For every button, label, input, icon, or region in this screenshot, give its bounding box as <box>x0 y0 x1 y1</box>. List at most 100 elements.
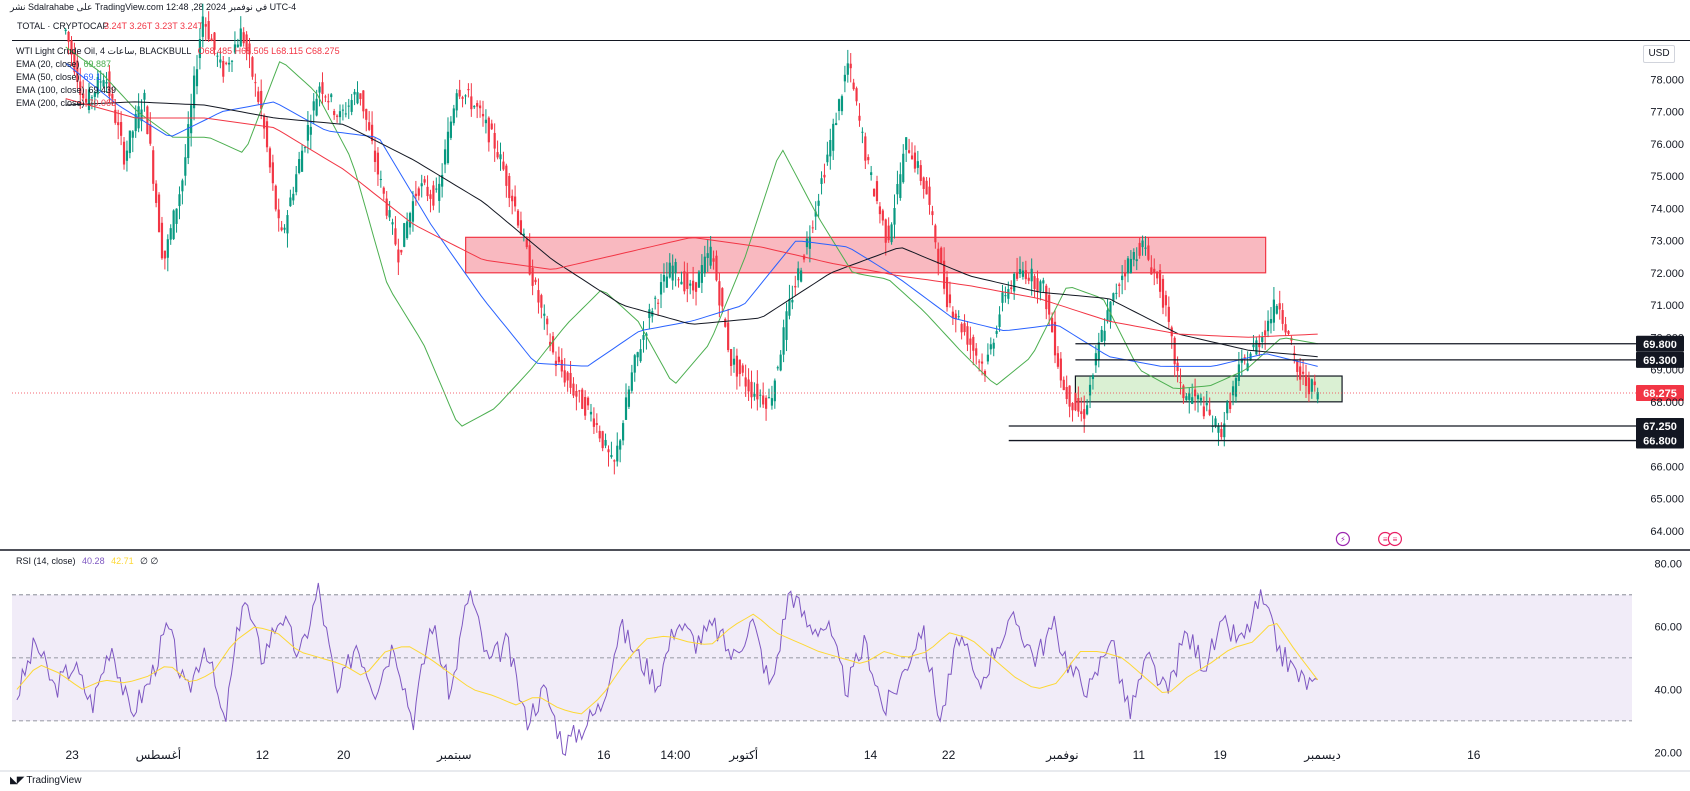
candle-body <box>1097 342 1100 360</box>
tradingview-logo[interactable]: ◣◤ TradingView <box>10 775 81 786</box>
candle-body <box>919 165 922 181</box>
candle-body <box>852 82 855 90</box>
candle-body <box>829 140 832 157</box>
candle-body <box>420 183 423 187</box>
time-tick: 22 <box>942 748 956 762</box>
event-glyph: ≡ <box>1393 535 1398 544</box>
candle-body <box>1059 358 1062 381</box>
toolbar-divider <box>12 40 1690 41</box>
ema200-legend[interactable]: EMA (200, close) 70.065 <box>16 97 116 110</box>
candle-body <box>1141 240 1144 248</box>
candle-body <box>207 21 210 40</box>
candle-body <box>134 113 137 132</box>
candle-body <box>172 210 175 240</box>
candle-body <box>464 95 467 97</box>
candle-body <box>718 281 721 306</box>
candle-body <box>872 188 876 197</box>
candle-body <box>840 96 844 112</box>
candle-body <box>1112 293 1115 301</box>
candle-body <box>1021 270 1025 277</box>
candle-body <box>82 93 85 99</box>
currency-button[interactable]: USD <box>1643 45 1675 63</box>
zones <box>465 236 1343 403</box>
candle-body <box>1132 252 1135 260</box>
candle-body <box>584 396 587 416</box>
ema50-legend[interactable]: EMA (50, close) 69.1 <box>16 71 101 84</box>
candle-body <box>931 211 934 216</box>
candle-body <box>948 294 952 304</box>
candle-body <box>802 255 806 260</box>
candle-body <box>239 28 242 47</box>
candle-body <box>945 277 949 308</box>
candle-body <box>732 358 736 365</box>
candle-body <box>1018 269 1022 275</box>
total-values: 3.24T 3.26T 3.23T 3.24T <box>104 21 204 31</box>
candle-body <box>642 334 645 340</box>
candle-body <box>163 250 166 259</box>
candle-body <box>347 105 350 107</box>
candle-body <box>747 379 750 392</box>
event-glyph: ⚡ <box>1340 535 1346 544</box>
candle-body <box>586 397 590 406</box>
candle-body <box>318 86 321 93</box>
candle-body <box>700 265 703 283</box>
candle-body <box>727 322 730 351</box>
candle-body <box>1261 336 1264 342</box>
ema100-legend[interactable]: EMA (100, close) 69.439 <box>16 84 116 97</box>
candle-body <box>782 327 785 355</box>
candle-body <box>155 183 158 203</box>
flag-icon[interactable] <box>1387 531 1403 547</box>
candle-body <box>654 297 657 299</box>
candle-body <box>157 194 161 233</box>
candle-body <box>893 208 896 225</box>
candle-body <box>1272 299 1275 323</box>
candle-body <box>131 131 134 138</box>
candle-body <box>855 88 858 102</box>
rsi-extra: ∅ ∅ <box>140 556 159 566</box>
ema-line-2 <box>65 101 1318 358</box>
candle-body <box>1007 289 1010 299</box>
candle-body <box>867 157 870 161</box>
earnings-icon[interactable] <box>1335 531 1350 547</box>
candle-body <box>595 423 598 425</box>
candle-body <box>1231 386 1235 396</box>
ema20-legend[interactable]: EMA (20, close) 69.887 <box>16 58 111 71</box>
candle-body <box>1030 268 1033 282</box>
event-glyph: ≡ <box>1383 535 1388 544</box>
candle-body <box>554 360 558 366</box>
candle-body <box>910 155 914 160</box>
candle-body <box>668 262 671 278</box>
candle-body <box>76 60 79 82</box>
candle-body <box>1252 344 1255 348</box>
price-tick: 65.000 <box>1650 494 1684 506</box>
candle-body <box>73 49 76 73</box>
candle-body <box>487 117 490 143</box>
candle-body <box>1316 392 1319 400</box>
ema20-value: 69.887 <box>83 59 112 69</box>
level-label: 67.250 <box>1643 421 1677 433</box>
main-legend[interactable]: WTI Light Crude Oil, 4 ساعات, BLACKBULL … <box>16 45 340 58</box>
candle-body <box>1214 418 1217 427</box>
candle-body <box>455 93 458 111</box>
candle-body <box>1284 324 1287 333</box>
candle-body <box>543 313 546 316</box>
candle-body <box>257 91 260 102</box>
candle-body <box>537 290 540 303</box>
candle-body <box>846 63 849 75</box>
ema-line-1 <box>65 62 1318 367</box>
candle-body <box>966 326 969 345</box>
rsi-ma-value: 42.71 <box>111 556 134 566</box>
rsi-legend[interactable]: RSI (14, close) 40.28 42.71 ∅ ∅ <box>16 555 158 568</box>
candle-body <box>368 122 371 130</box>
time-tick: 12 <box>256 748 270 762</box>
candle-body <box>677 279 680 281</box>
candle-body <box>689 283 692 286</box>
candle-body <box>1068 385 1071 407</box>
candle-body <box>1135 259 1138 262</box>
candle-body <box>461 97 464 99</box>
candle-body <box>808 236 811 249</box>
candle-body <box>1229 401 1232 409</box>
candle-body <box>175 208 178 224</box>
candle-body <box>887 225 890 241</box>
